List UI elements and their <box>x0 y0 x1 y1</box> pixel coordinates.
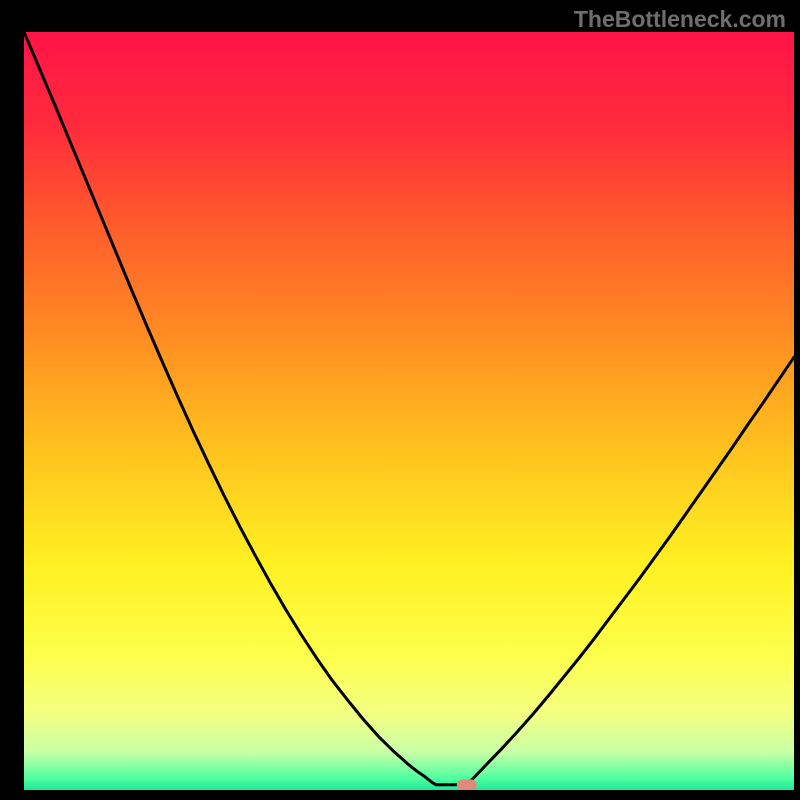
bottleneck-curve-chart <box>0 0 800 800</box>
plot-area-gradient <box>24 32 794 790</box>
chart-container: TheBottleneck.com <box>0 0 800 800</box>
bottleneck-marker <box>457 779 477 790</box>
